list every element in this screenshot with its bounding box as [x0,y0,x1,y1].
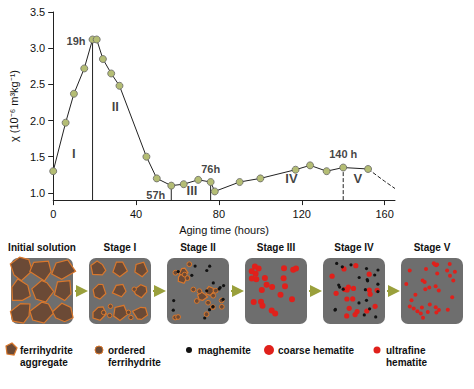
svg-text:Stage IV: Stage IV [334,242,374,253]
svg-text:χ (10⁻⁶ m³kg⁻¹): χ (10⁻⁶ m³kg⁻¹) [8,70,20,142]
svg-text:19h: 19h [67,35,86,47]
svg-text:I: I [72,146,76,161]
svg-text:3.5: 3.5 [30,6,45,18]
svg-text:ferrihydriteaggregate: ferrihydriteaggregate [20,345,73,368]
svg-text:Stage II: Stage II [180,242,216,253]
svg-text:76h: 76h [201,163,220,175]
svg-text:IV: IV [285,171,298,186]
svg-text:40: 40 [130,208,142,220]
svg-text:V: V [353,171,362,186]
svg-text:Aging time (hours): Aging time (hours) [179,224,269,236]
svg-text:160: 160 [375,208,393,220]
svg-text:orderedferrihydrite: orderedferrihydrite [108,345,161,368]
svg-text:80: 80 [213,208,225,220]
svg-text:Stage I: Stage I [104,242,137,253]
svg-text:III: III [187,183,198,198]
svg-text:140 h: 140 h [329,148,357,160]
svg-text:Stage V: Stage V [414,242,451,253]
svg-text:1.0: 1.0 [30,187,45,199]
svg-text:2.5: 2.5 [30,78,45,90]
svg-text:1.5: 1.5 [30,151,45,163]
svg-text:coarse hematite: coarse hematite [278,345,355,356]
svg-text:Initial solution: Initial solution [8,242,76,253]
svg-text:ultrafinehematite: ultrafinehematite [386,345,428,368]
svg-text:Stage III: Stage III [257,242,296,253]
svg-text:0: 0 [50,208,56,220]
svg-text:2.0: 2.0 [30,115,45,127]
svg-text:120: 120 [293,208,311,220]
svg-text:maghemite: maghemite [198,345,251,356]
svg-text:57h: 57h [146,189,165,201]
svg-text:3.0: 3.0 [30,42,45,54]
svg-text:II: II [112,99,119,114]
